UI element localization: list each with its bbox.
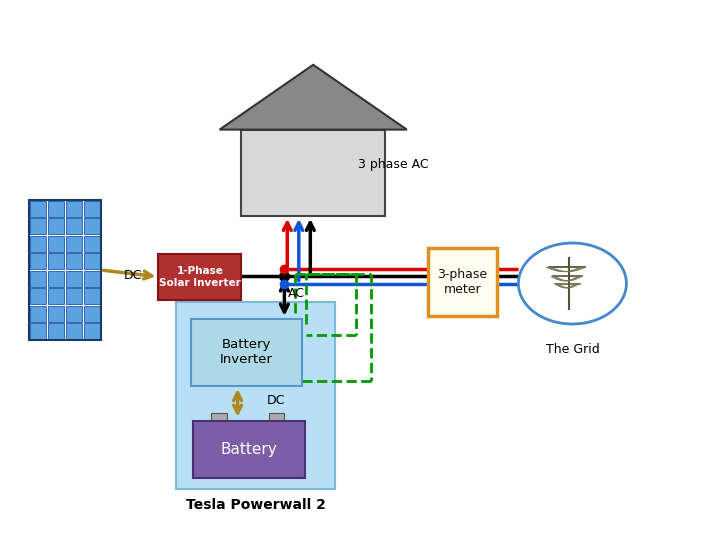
Bar bbox=[48, 288, 64, 304]
Bar bbox=[30, 323, 46, 340]
Bar bbox=[66, 306, 82, 322]
Circle shape bbox=[518, 243, 626, 324]
Bar bbox=[66, 218, 82, 234]
Text: Battery
Inverter: Battery Inverter bbox=[220, 339, 273, 366]
Text: DC: DC bbox=[124, 269, 143, 282]
Bar bbox=[84, 235, 99, 252]
Text: Tesla Powerwall 2: Tesla Powerwall 2 bbox=[186, 498, 325, 512]
Bar bbox=[84, 201, 99, 217]
Text: Battery: Battery bbox=[220, 442, 277, 457]
Bar bbox=[428, 248, 497, 316]
Bar bbox=[158, 254, 241, 300]
Text: AC: AC bbox=[288, 287, 305, 300]
Bar bbox=[30, 253, 46, 269]
Bar bbox=[29, 200, 101, 340]
Bar bbox=[66, 288, 82, 304]
Bar bbox=[30, 201, 46, 217]
Text: 3 phase AC: 3 phase AC bbox=[358, 158, 428, 171]
Bar bbox=[30, 306, 46, 322]
Bar bbox=[30, 288, 46, 304]
Bar bbox=[66, 201, 82, 217]
Text: DC: DC bbox=[266, 394, 285, 407]
Bar bbox=[66, 235, 82, 252]
Bar bbox=[48, 201, 64, 217]
Bar bbox=[84, 218, 99, 234]
Text: The Grid: The Grid bbox=[546, 343, 599, 356]
Bar bbox=[66, 271, 82, 287]
Bar bbox=[48, 235, 64, 252]
Bar bbox=[48, 271, 64, 287]
Bar bbox=[30, 235, 46, 252]
Bar bbox=[176, 302, 335, 489]
Polygon shape bbox=[220, 65, 407, 130]
Bar bbox=[30, 271, 46, 287]
Bar bbox=[193, 421, 305, 478]
Bar bbox=[84, 323, 99, 340]
Bar bbox=[269, 413, 284, 423]
Bar bbox=[48, 323, 64, 340]
Bar bbox=[48, 253, 64, 269]
Text: 3-phase
meter: 3-phase meter bbox=[438, 268, 487, 296]
Bar bbox=[48, 218, 64, 234]
Bar bbox=[84, 271, 99, 287]
Bar bbox=[84, 288, 99, 304]
Text: 1-Phase
Solar Inverter: 1-Phase Solar Inverter bbox=[159, 266, 240, 287]
Bar bbox=[84, 306, 99, 322]
Bar bbox=[30, 218, 46, 234]
Bar bbox=[211, 413, 227, 423]
Bar bbox=[241, 130, 385, 216]
Bar bbox=[191, 319, 302, 386]
Bar bbox=[48, 306, 64, 322]
Bar bbox=[66, 323, 82, 340]
Bar bbox=[84, 253, 99, 269]
Bar bbox=[66, 253, 82, 269]
